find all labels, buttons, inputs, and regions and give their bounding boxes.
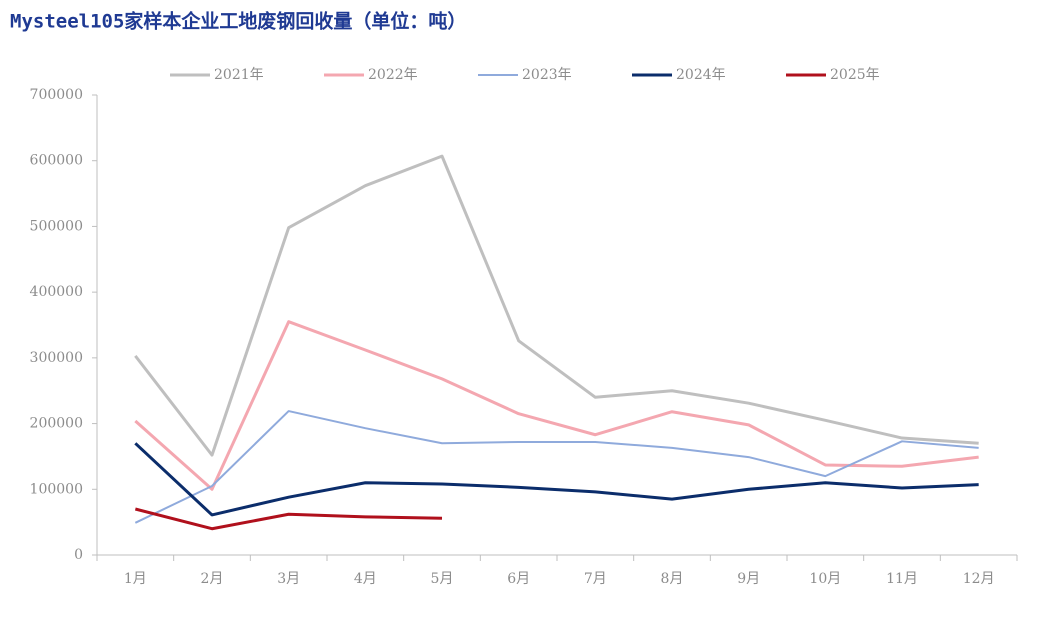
y-tick-label: 100000: [30, 481, 83, 497]
series-line: [134, 320, 979, 491]
x-tick-label: 7月: [584, 571, 607, 587]
x-tick-label: 12月: [963, 571, 995, 587]
x-tick-label: 6月: [507, 571, 530, 587]
legend-label: 2025年: [830, 67, 880, 83]
legend-label: 2023年: [522, 67, 572, 83]
y-tick-label: 0: [74, 547, 83, 563]
x-tick-label: 9月: [737, 571, 760, 587]
y-tick-label: 300000: [30, 350, 83, 366]
x-tick-label: 5月: [431, 571, 454, 587]
x-tick-label: 1月: [124, 571, 147, 587]
legend-label: 2024年: [676, 67, 726, 83]
legend-label: 2021年: [214, 67, 264, 83]
y-tick-label: 700000: [30, 87, 83, 103]
y-tick-label: 500000: [30, 218, 83, 234]
legend-label: 2022年: [368, 67, 418, 83]
y-tick-label: 400000: [30, 284, 83, 300]
y-tick-label: 200000: [30, 416, 83, 432]
x-tick-label: 4月: [354, 571, 377, 587]
x-tick-label: 8月: [661, 571, 684, 587]
series-line: [134, 410, 979, 524]
series-line: [134, 442, 979, 517]
y-tick-label: 600000: [30, 153, 83, 169]
series-line: [134, 507, 443, 531]
x-tick-label: 10月: [809, 571, 841, 587]
series-line: [134, 154, 979, 457]
chart-title: Mysteel105家样本企业工地废钢回收量（单位：吨）: [10, 10, 466, 33]
x-tick-label: 11月: [886, 571, 918, 587]
x-tick-label: 3月: [277, 571, 300, 587]
x-tick-label: 2月: [201, 571, 224, 587]
